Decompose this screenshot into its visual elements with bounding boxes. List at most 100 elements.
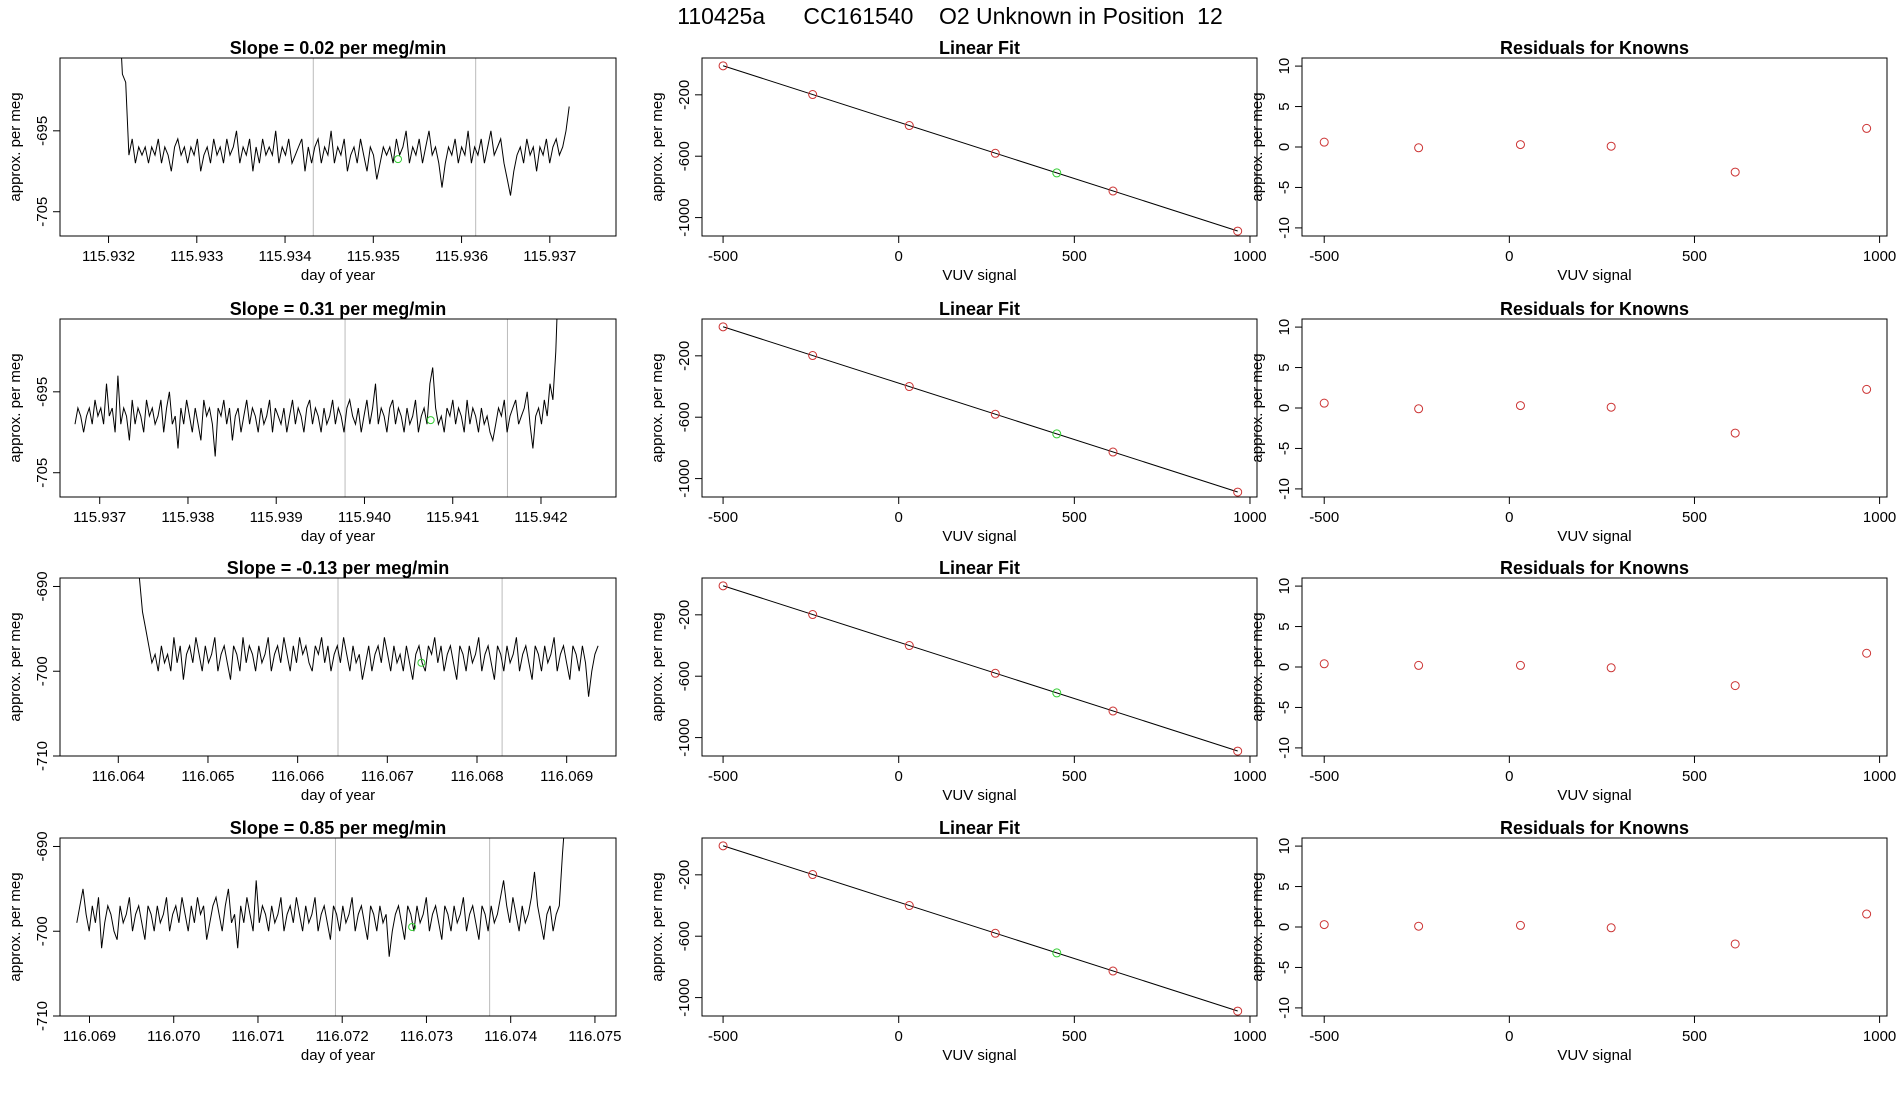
data-point [1052,948,1062,958]
data-point [904,382,914,392]
data-point [1730,939,1740,949]
x-tick-label: -500 [708,248,738,265]
plot-frame [59,57,617,237]
data-point [1233,1006,1243,1016]
chart-title: Linear Fit [939,558,1020,578]
y-tick-label: -695 [34,116,51,146]
plot-area [718,581,1243,756]
x-axis-label: day of year [301,1047,375,1064]
y-tick-label: 5 [1276,363,1293,371]
plot-area [76,838,565,1016]
x-tick-label: 115.939 [250,509,303,526]
x-tick-label: 116.069 [63,1028,116,1045]
x-axis-label: VUV signal [942,1047,1016,1064]
chart-title: Linear Fit [939,299,1020,319]
unknown-point [417,658,426,667]
x-tick-label: 500 [1062,1028,1087,1045]
x-tick-label: 0 [1505,248,1513,265]
plot-frame [59,318,617,498]
data-point [1862,123,1872,133]
x-tick-label: 115.940 [338,509,391,526]
data-point [1414,660,1424,670]
y-tick-label: -600 [676,141,693,171]
plot-frame [1301,57,1888,237]
x-axis-label: VUV signal [1557,787,1631,804]
panel-3-2: Linear Fit -500 0 500 1000 -200 -600 -1000 VUV s… [649,558,1267,804]
fit-line [722,65,1238,232]
x-tick-label: 115.934 [258,248,311,265]
x-axis-label: VUV signal [942,267,1016,284]
x-tick-label: 0 [895,248,903,265]
y-tick-label: -200 [676,600,693,630]
panel-2-1: Slope = 0.31 per meg/min 115.937 115.938 11… [7,299,617,545]
chart-title: Linear Fit [939,38,1020,58]
chart-title: Residuals for Knowns [1500,558,1689,578]
y-tick-label: -10 [1276,478,1293,500]
x-tick-label: 1000 [1233,768,1266,785]
y-axis-label: approx. per meg [1249,612,1266,721]
y-tick-label: -1000 [676,459,693,497]
x-tick-label: 1000 [1863,509,1896,526]
plot-frame [1301,837,1888,1017]
panel-1-2: Linear Fit -500 0 500 1000 -200 -600 -1000 VUV s… [649,38,1267,284]
y-tick-label: 5 [1276,622,1293,630]
panel-3-3: Residuals for Knowns -500 0 500 1000 10 5 0 -5 -1… [1249,558,1896,804]
y-tick-label: -10 [1276,217,1293,239]
x-tick-label: -500 [1309,509,1339,526]
unknown-point [426,416,435,425]
data-point [1862,384,1872,394]
data-point [1730,428,1740,438]
fit-line [722,585,1238,752]
data-point [808,90,818,100]
x-tick-label: 116.069 [540,768,593,785]
chart-title: Slope = 0.31 per meg/min [230,299,447,319]
x-axis-label: VUV signal [942,528,1016,545]
x-tick-label: 0 [1505,768,1513,785]
x-axis-label: day of year [301,528,375,545]
x-tick-label: 116.064 [92,768,145,785]
x-tick-label: 1000 [1233,509,1266,526]
y-axis-label: approx. per meg [649,92,666,201]
series-line [76,838,565,957]
y-axis-label: approx. per meg [649,872,666,981]
x-tick-label: -500 [708,509,738,526]
data-point [1515,401,1525,411]
data-point [1108,186,1118,196]
x-tick-label: -500 [708,768,738,785]
x-tick-label: 116.074 [484,1028,537,1045]
y-tick-label: -695 [34,377,51,407]
x-tick-label: 0 [1505,1028,1513,1045]
y-tick-label: -5 [1276,181,1293,194]
x-tick-label: 115.937 [523,248,576,265]
plot-area [138,578,599,756]
data-point [990,148,1000,158]
x-tick-label: 500 [1062,509,1087,526]
data-point [1515,920,1525,930]
y-tick-label: -200 [676,860,693,890]
chart-title: Slope = 0.02 per meg/min [230,38,447,58]
fit-line [722,845,1238,1012]
y-tick-label: -600 [676,661,693,691]
y-axis-label: approx. per meg [7,872,24,981]
plot-frame [59,837,617,1017]
y-tick-label: -710 [34,741,51,771]
fit-line [722,326,1238,493]
x-tick-label: 1000 [1863,248,1896,265]
plot-frame [701,57,1258,237]
data-point [990,928,1000,938]
x-tick-label: 1000 [1233,1028,1266,1045]
y-tick-label: -700 [34,656,51,686]
y-axis-label: approx. per meg [649,612,666,721]
y-tick-label: 5 [1276,882,1293,890]
x-tick-label: 116.071 [231,1028,284,1045]
x-tick-label: 500 [1682,248,1707,265]
y-tick-label: -600 [676,402,693,432]
x-tick-label: -500 [1309,1028,1339,1045]
data-point [808,351,818,361]
x-tick-label: 116.066 [271,768,324,785]
data-point [1108,966,1118,976]
y-tick-label: -200 [676,341,693,371]
data-point [1515,140,1525,150]
x-tick-label: 115.932 [82,248,135,265]
data-point [808,610,818,620]
